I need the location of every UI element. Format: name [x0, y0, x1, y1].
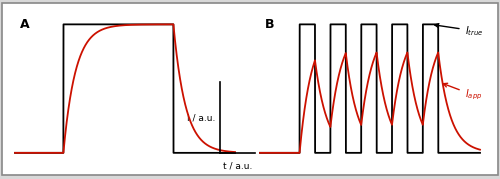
Text: t / a.u.: t / a.u. — [223, 162, 252, 171]
Text: B: B — [265, 18, 274, 31]
Text: I / a.u.: I / a.u. — [186, 113, 215, 122]
FancyBboxPatch shape — [2, 3, 498, 175]
Text: $I_{app}$: $I_{app}$ — [444, 83, 482, 102]
Text: $I_{true}$: $I_{true}$ — [435, 24, 483, 38]
Text: A: A — [20, 18, 30, 31]
